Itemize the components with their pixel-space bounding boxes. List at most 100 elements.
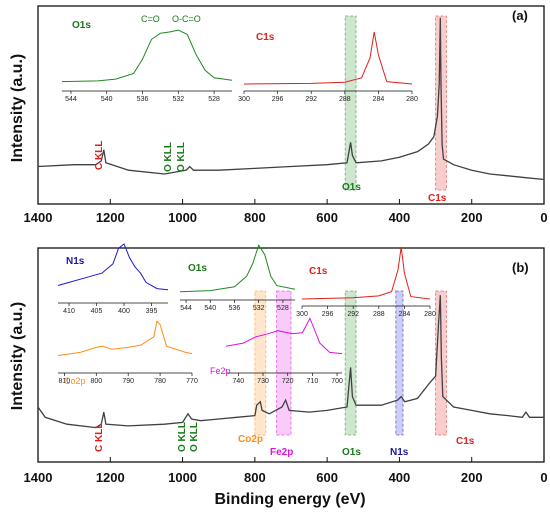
inset-tick-label: 536	[137, 96, 149, 103]
inset-tick-label: 395	[146, 308, 158, 315]
inset-tick-label: 810	[59, 378, 71, 385]
inset-n1s-curve	[57, 243, 169, 291]
inset-tick-label: 288	[373, 311, 385, 318]
panel-a-inset-c1s: 300 296 292 288 284 280 C1s	[238, 31, 418, 103]
x-tick-label: 800	[244, 470, 266, 485]
panel-b-survey-line	[37, 295, 544, 429]
inset-o1s-curve	[179, 244, 296, 293]
x-tick-label: 1000	[168, 210, 197, 225]
inset-tick-label: 300	[238, 96, 250, 103]
inset-tick-label: 405	[91, 308, 103, 315]
panel-a-annotation-o-kll-1: O KLL	[163, 142, 174, 172]
inset-ticks: 544 540 536 532 528	[65, 91, 220, 103]
highlight-band	[395, 290, 404, 436]
inset-tick-label: 540	[204, 305, 216, 312]
panel-b-inset-o1s: 544 540 536 532 528 O1s	[179, 244, 296, 312]
panel-b-annotation-n1s: N1s	[390, 447, 409, 458]
panel-a-label: (a)	[512, 8, 528, 23]
highlight-band	[254, 290, 267, 436]
inset-tick-label: 544	[65, 96, 77, 103]
inset-tick-label: 284	[373, 96, 385, 103]
inset-tick-label: 300	[296, 311, 308, 318]
inset-tick-label: 790	[122, 378, 134, 385]
inset-ticks: 300 296 292 288 284 280	[296, 306, 436, 318]
inset-tick-label: 280	[424, 311, 436, 318]
panel-b-annotation-o-kll-1: O KLL	[177, 422, 188, 452]
inset-c1s-label: C1s	[256, 32, 275, 43]
panel-a-plot-frame	[37, 5, 545, 205]
inset-tick-label: 532	[253, 305, 265, 312]
x-tick-label: 800	[244, 210, 266, 225]
x-tick-label: 1400	[24, 470, 53, 485]
x-tick-label: 1200	[96, 210, 125, 225]
panel-a-annotation-c1s: C1s	[428, 193, 447, 204]
panel-b-inset-fe2p: 740 730 720 710 700 Fe2p	[210, 317, 343, 385]
inset-ticks: 410 405 400 395	[63, 303, 157, 315]
x-tick-label: 0	[540, 210, 547, 225]
inset-co2p-label: Co2p	[64, 376, 86, 386]
inset-tick-label: 800	[90, 378, 102, 385]
inset-tick-label: 296	[272, 96, 284, 103]
inset-tick-label: 700	[331, 378, 343, 385]
panel-b-inset-n1s: 410 405 400 395 N1s	[57, 243, 169, 315]
x-tick-label: 600	[316, 470, 338, 485]
x-tick-label: 0	[540, 470, 547, 485]
inset-tick-label: 536	[229, 305, 241, 312]
inset-tick-label: 292	[347, 311, 359, 318]
inset-ticks: 740 730 720 710 700	[232, 373, 343, 385]
x-tick-label: 200	[461, 210, 483, 225]
x-tick-label: 1400	[24, 210, 53, 225]
inset-c1s-curve	[243, 31, 413, 85]
panel-b-label: (b)	[512, 260, 529, 275]
panel-a-inset-o1s: 544 540 536 532 528 O1s C=O O-C=O	[61, 14, 233, 103]
inset-tick-label: 780	[154, 378, 166, 385]
inset-tick-label: 296	[322, 311, 334, 318]
panel-a-annotation-o1s: O1s	[342, 182, 361, 193]
inset-c1s-curve	[301, 246, 431, 300]
inset-tick-label: 280	[406, 96, 418, 103]
panel-b-x-axis-title: Binding energy (eV)	[214, 491, 365, 508]
inset-tick-label: 740	[232, 378, 244, 385]
inset-ticks: 810 800 790 780 770	[59, 373, 198, 385]
inset-tick-label: 730	[257, 378, 269, 385]
panel-b-x-ticks: 1400 1200 1000 800 600 400 200 0	[24, 457, 548, 485]
inset-tick-label: 540	[101, 96, 113, 103]
highlight-band	[344, 290, 357, 436]
panel-a-annotation-c-kll: C KLL	[94, 141, 105, 170]
highlight-band	[276, 290, 292, 436]
inset-tick-label: 284	[399, 311, 411, 318]
panel-b-annotation-co2p: Co2p	[238, 434, 263, 445]
x-tick-label: 200	[461, 470, 483, 485]
inset-ticks: 544 540 536 532 528	[180, 300, 289, 312]
panel-a-annotation-o-kll-2: O KLL	[176, 142, 187, 172]
inset-tick-label: 720	[282, 378, 294, 385]
inset-o1s-curve	[61, 29, 233, 83]
x-tick-label: 1000	[168, 470, 197, 485]
inset-tick-label: 528	[208, 96, 220, 103]
panel-b-plot-frame	[37, 247, 545, 463]
panel-b-annotation-fe2p: Fe2p	[270, 447, 293, 458]
inset-tick-label: 770	[186, 378, 198, 385]
highlight-band	[344, 15, 357, 191]
inset-tick-label: 528	[277, 305, 289, 312]
x-tick-label: 400	[389, 210, 411, 225]
inset-fe2p-curve	[225, 317, 343, 355]
panel-b-y-axis-title: Intensity (a.u.)	[9, 302, 26, 410]
inset-co2p-curve	[57, 320, 193, 356]
panel-b-inset-c1s: 300 296 292 288 284 280 C1s	[296, 246, 436, 318]
panel-a-x-ticks: 1400 1200 1000 800 600 400 200 0	[24, 199, 548, 225]
inset-n1s-label: N1s	[66, 256, 85, 267]
panel-b-annotation-o1s: O1s	[342, 447, 361, 458]
x-tick-label: 400	[389, 470, 411, 485]
panel-a-survey-line	[37, 17, 545, 181]
panel-b-annotation-o-kll-2: O KLL	[189, 422, 200, 452]
inset-fe2p-label: Fe2p	[210, 366, 231, 376]
inset-tick-label: 544	[180, 305, 192, 312]
inset-tick-label: 410	[63, 308, 75, 315]
panel-b: 1400 1200 1000 800 600 400 200 0 (b) Intensity …	[9, 243, 548, 508]
inset-tick-label: 292	[305, 96, 317, 103]
inset-o1s-label: O1s	[72, 20, 91, 31]
inset-o1s-peak-label-c-o: C=O	[141, 14, 160, 24]
inset-tick-label: 532	[172, 96, 184, 103]
